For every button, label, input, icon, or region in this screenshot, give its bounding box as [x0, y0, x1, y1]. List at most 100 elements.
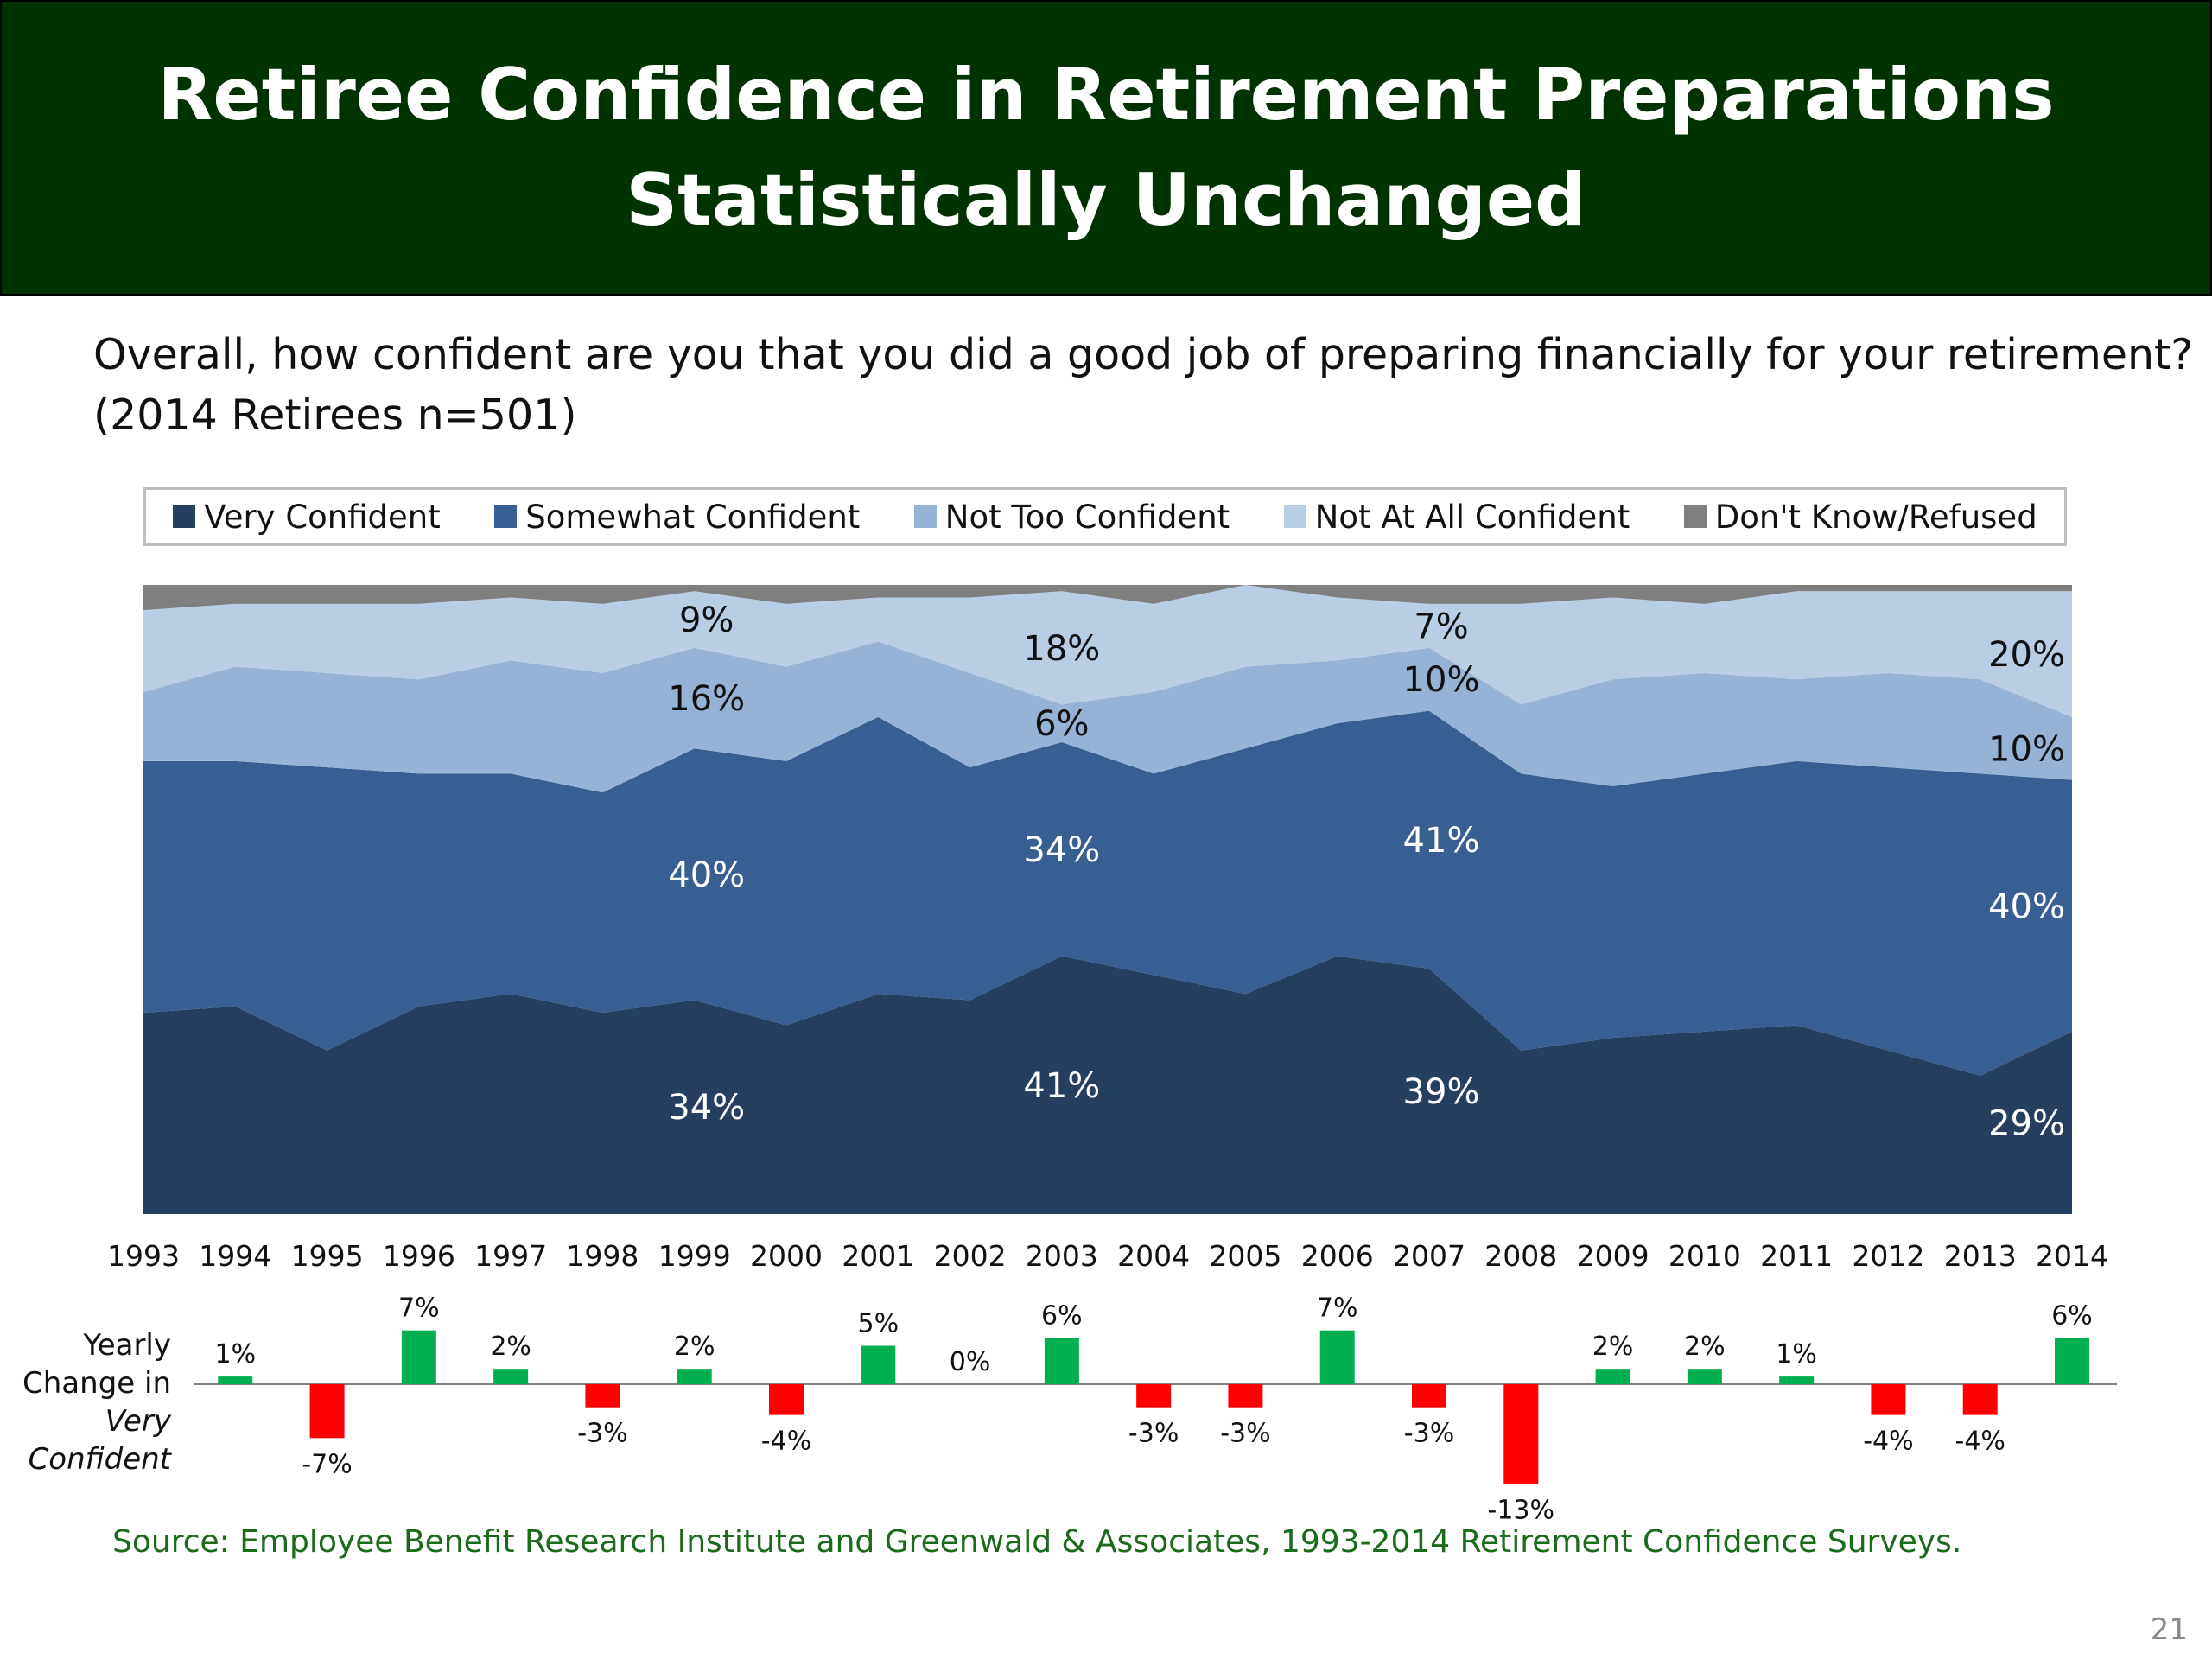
legend-swatch	[1683, 505, 1707, 528]
x-tick-label: 1993	[107, 1239, 180, 1273]
legend-item-dont-know: Don't Know/Refused	[1683, 498, 2037, 536]
change-bar-label: 2%	[1684, 1332, 1726, 1362]
chart-legend: Very Confident Somewhat Confident Not To…	[143, 487, 2067, 546]
area-data-label: 39%	[1403, 1072, 1480, 1112]
x-tick-label: 2008	[1484, 1239, 1557, 1273]
x-tick-label: 2013	[1944, 1239, 2017, 1273]
area-data-label: 41%	[1023, 1066, 1100, 1106]
x-tick-label: 2007	[1393, 1239, 1465, 1273]
legend-swatch	[1283, 505, 1306, 528]
legend-item-very-confident: Very Confident	[173, 499, 441, 536]
legend-swatch	[173, 505, 196, 528]
change-bar-label: -4%	[1955, 1427, 2005, 1457]
legend-item-not-too-confident: Not Too Confident	[913, 498, 1230, 536]
change-bar-label: 2%	[674, 1332, 715, 1362]
change-bar-label: 2%	[1592, 1332, 1634, 1362]
legend-label: Don't Know/Refused	[1714, 498, 2037, 536]
change-bar	[769, 1384, 804, 1415]
change-bar-label: -4%	[761, 1427, 811, 1457]
x-tick-label: 1995	[291, 1239, 364, 1273]
area-series-not-at-all-confident	[143, 585, 2072, 717]
legend-label: Not At All Confident	[1314, 498, 1630, 536]
x-tick-label: 2000	[750, 1239, 823, 1273]
area-data-label: 16%	[668, 679, 745, 719]
change-bar-label: 1%	[214, 1339, 256, 1370]
area-data-label: 34%	[668, 1088, 745, 1128]
title-line-2: Statistically Unchanged	[626, 158, 1586, 242]
change-bar-label: 2%	[490, 1332, 531, 1362]
change-bar	[1136, 1384, 1172, 1408]
change-bar	[1044, 1338, 1079, 1384]
x-tick-label: 2003	[1026, 1239, 1098, 1273]
legend-label: Not Too Confident	[944, 498, 1230, 536]
title-bar: Retiree Confidence in Retirement Prepara…	[0, 0, 2212, 296]
x-tick-label: 1998	[566, 1239, 639, 1273]
x-tick-label: 2009	[1577, 1239, 1649, 1273]
x-tick-label: 1994	[199, 1239, 271, 1273]
area-series-very-confident	[143, 956, 2072, 1214]
x-tick-label: 2004	[1117, 1239, 1190, 1273]
area-data-label: 7%	[1414, 607, 1468, 646]
change-bar	[309, 1384, 345, 1439]
bar-axis-label-line: Confident	[29, 1442, 173, 1477]
change-bar-label: -13%	[1488, 1496, 1555, 1526]
source-note: Source: Employee Benefit Research Instit…	[112, 1524, 1962, 1560]
area-data-label: 40%	[1988, 887, 2065, 926]
change-bar-label: -3%	[1128, 1419, 1179, 1449]
change-bar	[677, 1369, 712, 1384]
slide-title: Retiree Confidence in Retirement Prepara…	[158, 42, 2055, 253]
title-line-1: Retiree Confidence in Retirement Prepara…	[157, 53, 2055, 137]
change-bar-label: -3%	[1220, 1419, 1270, 1449]
legend-swatch	[913, 505, 937, 528]
change-bar	[861, 1345, 896, 1384]
change-bar-label: 0%	[950, 1347, 991, 1377]
change-bar-label: 6%	[1041, 1301, 1083, 1332]
legend-label: Very Confident	[204, 498, 441, 536]
area-data-label: 41%	[1403, 821, 1480, 861]
area-data-label: 34%	[1023, 830, 1100, 870]
change-bar-label: 6%	[2051, 1301, 2093, 1332]
change-bar-label: 7%	[398, 1294, 440, 1324]
change-bar	[1687, 1369, 1722, 1384]
x-tick-label: 2005	[1209, 1239, 1281, 1273]
legend-label: Somewhat Confident	[525, 498, 861, 536]
area-data-label: 18%	[1023, 629, 1100, 669]
change-bar-label: -3%	[577, 1419, 627, 1449]
area-data-label: 10%	[1403, 660, 1480, 700]
x-tick-label: 2010	[1669, 1239, 1741, 1273]
area-data-label: 40%	[668, 855, 745, 895]
x-tick-label: 2001	[842, 1239, 914, 1273]
change-bar-label: -4%	[1863, 1427, 1913, 1457]
change-bar	[218, 1376, 253, 1384]
legend-swatch	[494, 505, 518, 528]
x-tick-label: 2006	[1301, 1239, 1374, 1273]
question-line-2: (2014 Retirees n=501)	[93, 391, 577, 440]
change-bar-label: 1%	[1776, 1339, 1817, 1370]
area-data-label: 6%	[1034, 704, 1089, 744]
survey-question: Overall, how confident are you that you …	[93, 325, 2193, 446]
change-bar	[1962, 1384, 1998, 1415]
x-tick-label: 1999	[658, 1239, 731, 1273]
x-tick-label: 2002	[934, 1239, 1007, 1273]
area-data-label: 9%	[679, 601, 734, 640]
change-bar	[401, 1330, 436, 1384]
x-tick-label: 2012	[1852, 1239, 1924, 1273]
change-bar-label: -3%	[1404, 1419, 1454, 1449]
change-bar	[2055, 1338, 2089, 1384]
legend-item-not-at-all-confident: Not At All Confident	[1283, 498, 1630, 536]
area-series-not-too-confident	[143, 641, 2072, 793]
legend-item-somewhat-confident: Somewhat Confident	[494, 499, 860, 536]
change-bar-label: -7%	[302, 1449, 352, 1479]
change-bar	[1503, 1384, 1539, 1484]
x-tick-label: 1997	[474, 1239, 547, 1273]
page-number: 21	[2150, 1612, 2188, 1647]
bar-axis-label-line: Yearly	[82, 1328, 171, 1363]
x-tick-label: 2014	[2036, 1239, 2108, 1273]
change-bar	[1319, 1330, 1355, 1384]
change-bar-label: 7%	[1317, 1294, 1358, 1324]
change-bar-label: 5%	[857, 1309, 899, 1339]
area-data-label: 29%	[1988, 1103, 2065, 1143]
bar-axis-label-line: Very	[105, 1404, 172, 1439]
question-line-1: Overall, how confident are you that you …	[93, 330, 2194, 379]
